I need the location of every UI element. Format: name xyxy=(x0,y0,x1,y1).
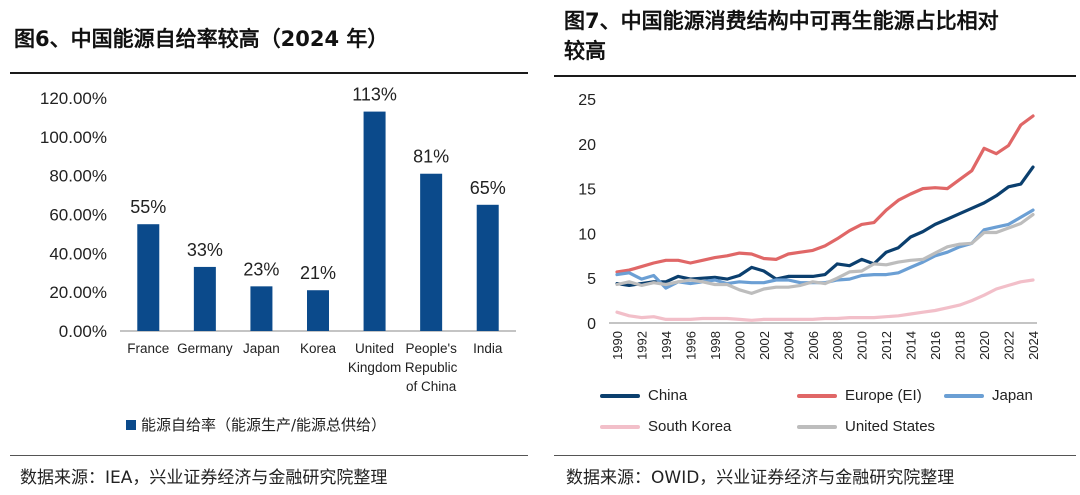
bar-ytick-label: 120.00% xyxy=(40,89,107,108)
line-ytick-label: 0 xyxy=(587,316,596,333)
bar-ytick-label: 60.00% xyxy=(49,206,107,225)
right-figure-title-line1: 图7、中国能源消费结构中可再生能源占比相对 xyxy=(564,9,999,33)
bar xyxy=(420,173,443,331)
line-xtick-label: 2004 xyxy=(781,331,796,360)
bar-category-label: People's Republic of China xyxy=(405,341,458,394)
line-xtick-label: 1996 xyxy=(683,331,698,360)
bar-category-label-line: People's xyxy=(405,341,457,356)
line-legend-swatch xyxy=(797,393,837,398)
bar-category-label: India xyxy=(473,341,503,356)
series-line xyxy=(615,114,1035,274)
bar-ytick-label: 100.00% xyxy=(40,128,107,147)
line-xtick-label: 2014 xyxy=(904,331,919,360)
bar-data-label: 55% xyxy=(130,197,166,217)
bar-ytick-label: 40.00% xyxy=(49,244,107,263)
line-legend-label: United States xyxy=(845,418,936,435)
bar-data-label: 65% xyxy=(470,178,506,198)
line-legend-swatch xyxy=(944,393,984,398)
right-source-note: 数据来源：OWID，兴业证券经济与金融研究院整理 xyxy=(566,468,955,488)
bar xyxy=(476,204,499,331)
bar xyxy=(193,266,216,331)
line-xtick-label: 2006 xyxy=(806,331,821,360)
bar-category-label-line: of China xyxy=(406,379,457,394)
line-chart: 0 5 10 15 20 25 1990 1992 1994 1996 1998 2000 2002 20… xyxy=(578,92,1041,360)
line-xtick-label: 1992 xyxy=(634,331,649,360)
bar-category-label-line: Japan xyxy=(243,341,280,356)
line-xtick-label: 1990 xyxy=(610,331,625,360)
bar-data-label: 33% xyxy=(187,240,223,260)
bar-data-label: 113% xyxy=(352,85,397,105)
bar-legend-label: 能源自给率（能源生产/能源总供给） xyxy=(141,416,387,434)
line-ytick-label: 25 xyxy=(578,92,596,109)
line-xtick-label: 2018 xyxy=(953,331,968,360)
line-xtick-label: 1994 xyxy=(659,331,674,360)
bar xyxy=(137,224,160,331)
right-title-rule xyxy=(554,75,1076,77)
line-legend-item: Europe (EI) xyxy=(797,387,922,404)
line-xtick-label: 1998 xyxy=(708,331,723,360)
line-xtick-label: 2012 xyxy=(879,331,894,360)
left-title-rule xyxy=(10,72,528,74)
left-source-note: 数据来源：IEA，兴业证券经济与金融研究院整理 xyxy=(20,468,388,488)
bar-legend-swatch xyxy=(126,419,136,430)
bar-data-label: 21% xyxy=(300,263,336,283)
right-figure-title: 图7、中国能源消费结构中可再生能源占比相对 较高 xyxy=(564,6,1064,66)
line-ytick-label: 5 xyxy=(587,271,596,288)
line-xtick-label: 2002 xyxy=(757,331,772,360)
series-line xyxy=(615,165,1035,287)
left-figure-title: 图6、中国能源自给率较高（2024 年） xyxy=(14,27,389,51)
line-xtick-label: 2016 xyxy=(928,331,943,360)
line-xtick-label: 2020 xyxy=(977,331,992,360)
bar-category-label-line: France xyxy=(127,341,169,356)
line-ytick-label: 10 xyxy=(578,226,596,243)
bar-ytick-label: 80.00% xyxy=(49,167,107,186)
bar-chart: 0.00% 20.00% 40.00% 60.00% 80.00% 100.00% 120.… xyxy=(40,85,516,394)
bar-category-label-line: Republic xyxy=(405,360,458,375)
line-legend-item: South Korea xyxy=(600,418,731,435)
bar-category-label-line: Korea xyxy=(300,341,337,356)
bar xyxy=(363,111,386,331)
line-xtick-label: 2010 xyxy=(855,331,870,360)
right-figure-panel: 图7、中国能源消费结构中可再生能源占比相对 较高 0 5 10 15 20 25 1990 1… xyxy=(550,0,1080,495)
bar-category-label-line: India xyxy=(473,341,503,356)
line-xtick-label: 2000 xyxy=(732,331,747,360)
bar-category-label: Korea xyxy=(300,341,337,356)
bar-category-label: France xyxy=(127,341,169,356)
series-line xyxy=(615,213,1035,295)
bar-category-label: Germany xyxy=(177,341,233,356)
line-legend-item: China xyxy=(600,387,687,404)
bar-data-label: 81% xyxy=(413,147,449,167)
line-legend-item: United States xyxy=(797,418,935,435)
line-legend-label: South Korea xyxy=(648,418,732,435)
bar-category-label: United Kingdom xyxy=(348,341,401,375)
line-legend-swatch xyxy=(600,424,640,429)
line-xtick-label: 2024 xyxy=(1026,331,1041,360)
bar xyxy=(307,290,329,331)
line-legend-label: China xyxy=(648,387,688,404)
bar-category-label-line: Kingdom xyxy=(348,360,401,375)
bar-legend: 能源自给率（能源生产/能源总供给） xyxy=(126,414,386,435)
line-xtick-label: 2022 xyxy=(1002,331,1017,360)
line-legend-label: Europe (EI) xyxy=(845,387,922,404)
line-legend-item: Japan xyxy=(944,387,1033,404)
right-source-rule xyxy=(554,455,1076,456)
bar xyxy=(250,286,273,331)
right-figure-title-line2: 较高 xyxy=(564,39,606,63)
line-legend-swatch xyxy=(797,424,837,429)
bar-category-label-line: Germany xyxy=(177,341,233,356)
bar-ytick-label: 20.00% xyxy=(49,283,107,302)
left-source-rule xyxy=(10,455,528,456)
line-xtick-label: 2008 xyxy=(830,331,845,360)
bar-data-label: 23% xyxy=(243,259,279,279)
line-ytick-label: 15 xyxy=(578,182,596,199)
bar-category-label: Japan xyxy=(243,341,280,356)
left-figure-panel: 图6、中国能源自给率较高（2024 年） 0.00% 20.00% 40.00% 60… xyxy=(10,27,528,488)
line-legend-swatch xyxy=(600,393,640,398)
bar-category-label-line: United xyxy=(355,341,394,356)
line-ytick-label: 20 xyxy=(578,137,596,154)
line-legend-label: Japan xyxy=(992,387,1033,404)
bar-ytick-label: 0.00% xyxy=(59,322,107,341)
series-line xyxy=(615,278,1035,322)
